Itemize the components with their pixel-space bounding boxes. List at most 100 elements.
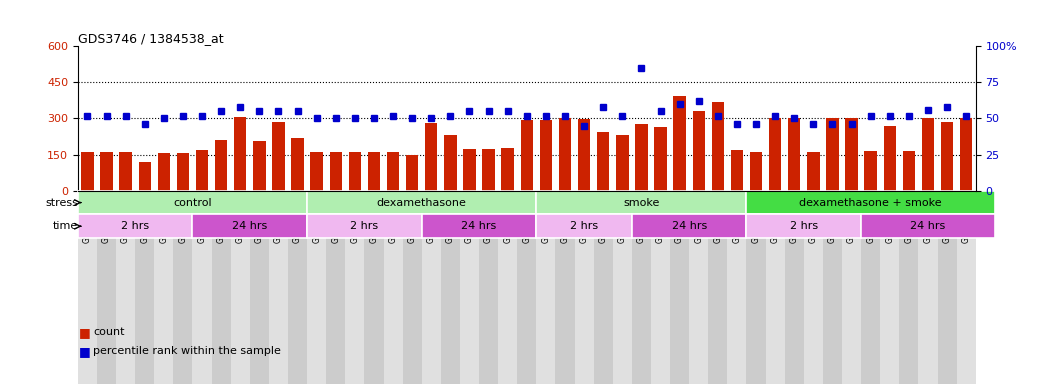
Bar <box>632 191 651 384</box>
Text: 2 hrs: 2 hrs <box>351 221 379 231</box>
Bar <box>78 214 192 238</box>
Bar <box>674 96 686 191</box>
Bar <box>421 214 537 238</box>
Bar <box>81 152 93 191</box>
Bar <box>406 155 418 191</box>
Bar <box>766 191 785 384</box>
Bar <box>617 135 629 191</box>
Bar <box>865 151 877 191</box>
Text: 24 hrs: 24 hrs <box>462 221 496 231</box>
Bar <box>632 214 746 238</box>
Bar <box>940 122 953 191</box>
Text: 2 hrs: 2 hrs <box>570 221 598 231</box>
Bar <box>310 152 323 191</box>
Bar <box>173 191 192 384</box>
Bar <box>460 191 479 384</box>
Bar <box>349 152 361 191</box>
Bar <box>555 191 575 384</box>
Bar <box>937 191 957 384</box>
Text: 24 hrs: 24 hrs <box>672 221 707 231</box>
Text: 2 hrs: 2 hrs <box>121 221 149 231</box>
Bar <box>383 191 403 384</box>
Bar <box>253 141 266 191</box>
Bar <box>731 150 743 191</box>
Bar <box>883 126 896 191</box>
Text: 2 hrs: 2 hrs <box>790 221 818 231</box>
Bar <box>899 191 919 384</box>
Bar <box>444 135 457 191</box>
Bar <box>712 101 725 191</box>
Bar <box>250 191 269 384</box>
Text: percentile rank within the sample: percentile rank within the sample <box>93 346 281 356</box>
Bar <box>97 191 116 384</box>
Bar <box>212 191 230 384</box>
Text: control: control <box>173 198 212 208</box>
Bar <box>521 119 532 191</box>
Bar <box>307 191 537 214</box>
Bar <box>176 153 189 191</box>
Bar <box>746 191 994 214</box>
Bar <box>826 118 839 191</box>
Bar <box>862 214 994 238</box>
Text: time: time <box>53 221 78 231</box>
Bar <box>803 191 823 384</box>
Bar <box>635 124 648 191</box>
Bar <box>387 152 400 191</box>
Bar <box>960 118 973 191</box>
Bar <box>808 152 820 191</box>
Bar <box>785 191 803 384</box>
Text: 24 hrs: 24 hrs <box>233 221 268 231</box>
Bar <box>903 151 916 191</box>
Bar <box>421 191 441 384</box>
Bar <box>845 118 857 191</box>
Bar <box>575 191 594 384</box>
Bar <box>483 149 495 191</box>
Bar <box>158 153 170 191</box>
Bar <box>498 191 517 384</box>
Bar <box>307 191 326 384</box>
Bar <box>403 191 421 384</box>
Bar <box>689 191 708 384</box>
Bar <box>537 214 632 238</box>
Text: GDS3746 / 1384538_at: GDS3746 / 1384538_at <box>78 32 223 45</box>
Bar <box>234 117 246 191</box>
Bar <box>326 191 346 384</box>
Bar <box>537 191 555 384</box>
Bar <box>558 118 571 191</box>
Bar <box>269 191 288 384</box>
Bar <box>769 118 782 191</box>
Bar <box>78 191 97 384</box>
Text: 24 hrs: 24 hrs <box>910 221 946 231</box>
Text: count: count <box>93 327 125 337</box>
Bar <box>479 191 498 384</box>
Bar <box>537 191 746 214</box>
Text: ■: ■ <box>79 345 90 358</box>
Bar <box>196 150 209 191</box>
Bar <box>425 123 437 191</box>
Bar <box>272 122 284 191</box>
Text: ■: ■ <box>79 326 90 339</box>
Bar <box>192 191 212 384</box>
Bar <box>78 191 307 214</box>
Bar <box>215 140 227 191</box>
Bar <box>517 191 537 384</box>
Bar <box>922 118 934 191</box>
Bar <box>501 148 514 191</box>
Bar <box>155 191 173 384</box>
Bar <box>307 214 421 238</box>
Bar <box>364 191 383 384</box>
Text: dexamethasone: dexamethasone <box>377 198 467 208</box>
Text: smoke: smoke <box>623 198 659 208</box>
Bar <box>749 152 762 191</box>
Bar <box>728 191 746 384</box>
Bar <box>823 191 842 384</box>
Bar <box>578 119 591 191</box>
Bar <box>692 111 705 191</box>
Bar <box>292 138 304 191</box>
Bar <box>842 191 862 384</box>
Bar <box>919 191 937 384</box>
Bar <box>192 214 307 238</box>
Bar <box>788 118 800 191</box>
Bar <box>594 191 612 384</box>
Text: dexamethasone + smoke: dexamethasone + smoke <box>799 198 941 208</box>
